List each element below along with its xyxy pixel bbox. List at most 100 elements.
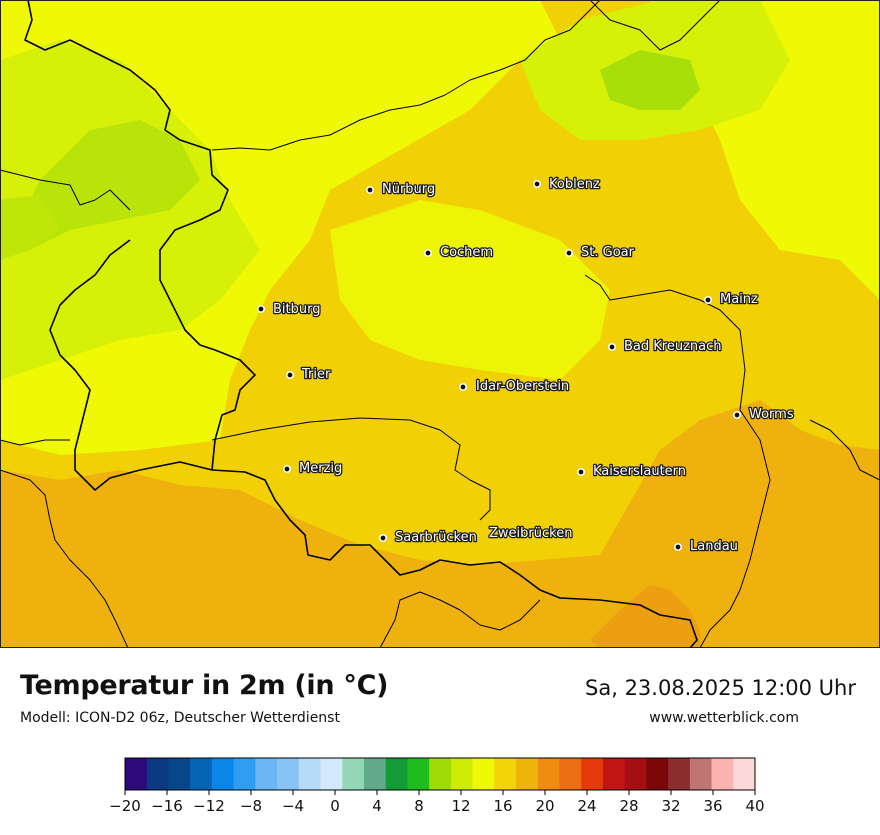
- legend-tick-label: −16: [151, 797, 183, 815]
- legend-tick-label: 12: [451, 797, 470, 815]
- city-nurburg: Nürburg: [365, 181, 436, 198]
- city-label: St. Goar: [581, 245, 635, 260]
- border-lines: [0, 0, 880, 648]
- city-label: Landau: [690, 539, 738, 554]
- city-label: Idar-Oberstein: [476, 379, 569, 394]
- forecast-datetime: Sa, 23.08.2025 12:00 Uhr: [585, 676, 856, 700]
- legend-swatch: [516, 758, 539, 790]
- legend-swatch: [168, 758, 191, 790]
- legend-tick-label: 0: [330, 797, 340, 815]
- legend-swatch: [385, 758, 408, 790]
- city-bitburg: Bitburg: [256, 301, 322, 318]
- temp-field-green-w: [20, 120, 200, 250]
- state-border-w2: [0, 439, 70, 446]
- city-kaiserslautern: Kaiserslautern: [576, 463, 687, 480]
- legend-swatch: [363, 758, 387, 790]
- legend-swatch: [494, 758, 517, 790]
- legend-swatch: [342, 758, 365, 790]
- legend-tick-label: 32: [661, 797, 680, 815]
- legend-swatch: [689, 758, 713, 790]
- city-trier: Trier: [285, 366, 332, 383]
- city-merzig: Merzig: [282, 460, 344, 477]
- city-label: Mainz: [720, 292, 758, 307]
- city-idar-oberstein: Idar-Oberstein: [458, 378, 570, 395]
- country-border-west: [24, 0, 256, 471]
- temp-field-south: [0, 400, 880, 648]
- legend-tick-label: 8: [414, 797, 424, 815]
- city-label: Merzig: [299, 461, 342, 476]
- legend-tick-label: 40: [745, 797, 764, 815]
- city-label: Koblenz: [549, 177, 600, 192]
- legend-swatch: [429, 758, 452, 790]
- legend-swatch: [472, 758, 495, 790]
- legend-swatch: [559, 758, 582, 790]
- city-cochem: Cochem: [423, 244, 494, 261]
- website-link[interactable]: www.wetterblick.com: [649, 710, 799, 726]
- legend-swatch: [733, 758, 756, 790]
- legend-tick-label: −12: [193, 797, 225, 815]
- legend-tick-label: 4: [372, 797, 382, 815]
- city-label: Cochem: [440, 245, 493, 260]
- state-border-nw: [0, 169, 131, 211]
- legend-tick-label: −4: [282, 797, 304, 815]
- city-worms: Worms: [732, 406, 795, 423]
- legend-swatch: [298, 758, 322, 790]
- state-border-bw: [809, 419, 880, 481]
- country-border-south: [211, 469, 698, 648]
- legend-swatch: [255, 758, 278, 790]
- city-label: Nürburg: [382, 182, 435, 197]
- legend-swatch: [190, 758, 213, 790]
- legend-swatch: [277, 758, 300, 790]
- legend-swatch: [320, 758, 343, 790]
- legend-swatch: [233, 758, 256, 790]
- legend-swatch: [602, 758, 626, 790]
- legend-swatch: [624, 758, 647, 790]
- city-label: Trier: [301, 367, 331, 382]
- city-label: Bad Kreuznach: [624, 339, 722, 354]
- city-saarbrucken: Saarbrücken: [378, 529, 478, 546]
- legend-swatch: [537, 758, 560, 790]
- city-label: Bitburg: [273, 302, 321, 317]
- legend-swatch: [450, 758, 474, 790]
- city-label: Zweibrücken: [489, 526, 572, 541]
- city-koblenz: Koblenz: [532, 176, 601, 193]
- city-bad-kreuznach: Bad Kreuznach: [607, 338, 723, 355]
- legend-frame: [124, 757, 756, 791]
- chart-title: Temperatur in 2m (in °C): [20, 670, 389, 701]
- city-mainz: Mainz: [703, 291, 759, 308]
- state-border-hessen: [584, 274, 771, 648]
- legend-swatch: [581, 758, 604, 790]
- temp-field-south-deep: [590, 585, 700, 648]
- legend-swatch: [646, 758, 669, 790]
- legend-swatch: [146, 758, 169, 790]
- legend-tick-label: 20: [535, 797, 554, 815]
- state-border-se: [379, 591, 541, 648]
- state-border-north: [211, 0, 601, 151]
- city-st-goar: St. Goar: [564, 244, 636, 261]
- legend-tick-label: 36: [703, 797, 722, 815]
- temp-field-green-ne: [600, 50, 700, 110]
- city-label: Kaiserslautern: [593, 464, 686, 479]
- temp-field-yellow-center: [330, 200, 610, 380]
- state-border-sw: [0, 469, 129, 648]
- city-label: Saarbrücken: [395, 530, 477, 545]
- legend-tick-label: −8: [240, 797, 262, 815]
- legend-tick-label: 24: [577, 797, 596, 815]
- legend-tick-label: 16: [493, 797, 512, 815]
- legend-swatch: [407, 758, 430, 790]
- color-legend: −20 −16 −12 −8 −4 0 4 8 12 16 20 24 28 32 36 40: [0, 750, 880, 830]
- country-border-lux: [49, 239, 213, 491]
- model-info: Modell: ICON-D2 06z, Deutscher Wetterdie…: [20, 710, 340, 726]
- city-label: Worms: [749, 407, 794, 422]
- temperature-map[interactable]: Nürburg Koblenz Cochem St. Goar Mainz Bi…: [0, 0, 880, 648]
- legend-swatch: [211, 758, 235, 790]
- legend-swatch: [668, 758, 691, 790]
- city-landau: Landau: [673, 538, 739, 555]
- legend-tick-label: 28: [619, 797, 638, 815]
- city-zweibrucken: Zweibrücken: [488, 525, 574, 543]
- state-border-east: [589, 0, 721, 51]
- state-border-saar: [211, 417, 491, 521]
- legend-swatch: [711, 758, 734, 790]
- temp-field-green-w2: [0, 195, 60, 260]
- legend-tick-label: −20: [109, 797, 141, 815]
